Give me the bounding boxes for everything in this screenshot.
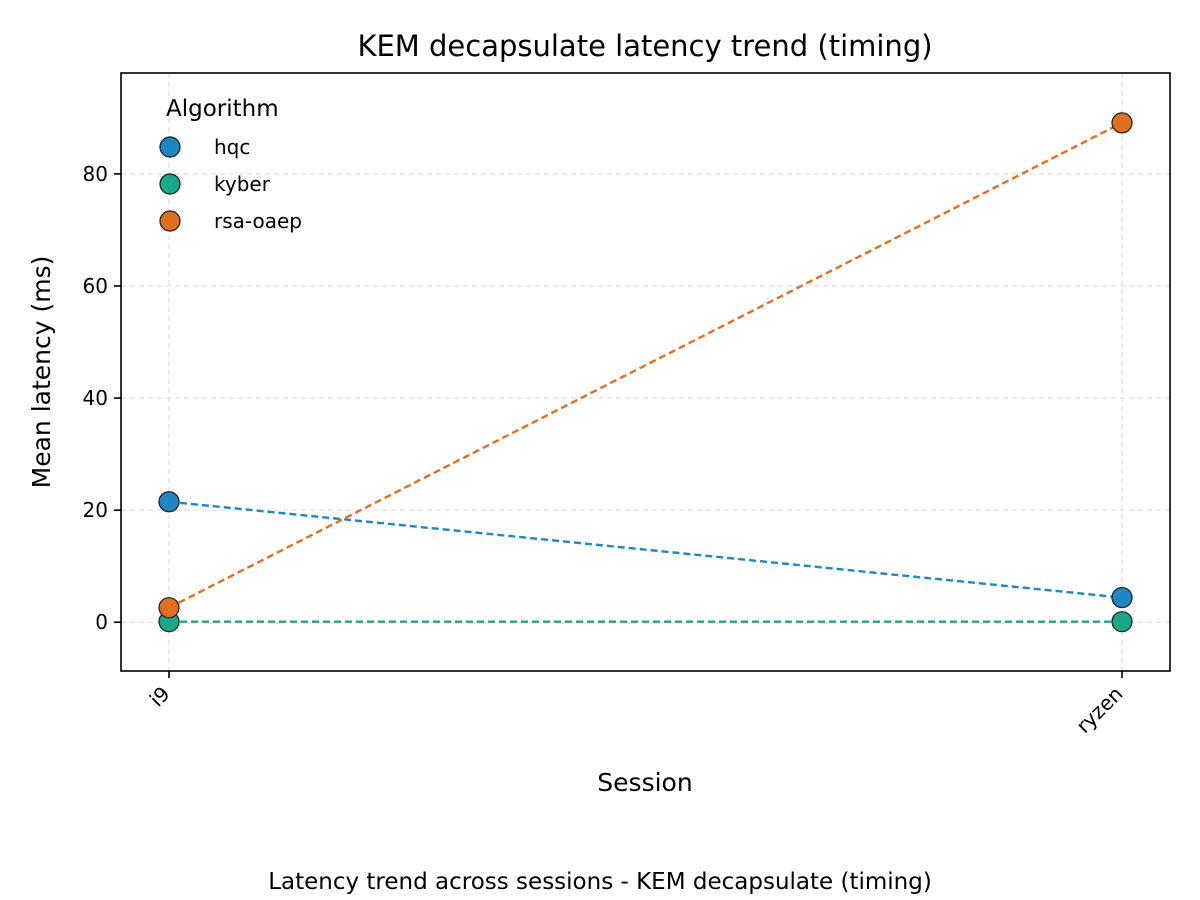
series-line-hqc — [168, 500, 1123, 599]
chart-title: KEM decapsulate latency trend (timing) — [357, 29, 932, 63]
legend-label-kyber: kyber — [214, 172, 271, 196]
chart-caption: Latency trend across sessions - KEM deca… — [268, 869, 932, 895]
legend: Algorithm hqc kyber rsa-oaep — [159, 96, 302, 233]
y-tick-label: 60 — [83, 274, 108, 298]
y-tick-label: 40 — [83, 386, 108, 410]
grid-layer — [121, 73, 1170, 671]
data-point-rsa-oaep-i9 — [158, 597, 180, 619]
x-tick-label: i9 — [145, 682, 175, 712]
series-line-rsa-oaep — [168, 121, 1123, 609]
plot-frame — [120, 72, 1171, 672]
y-tick-label: 0 — [95, 610, 108, 634]
legend-label-rsa-oaep: rsa-oaep — [214, 209, 302, 233]
x-axis-label: Session — [597, 768, 692, 797]
y-axis-label: Mean latency (ms) — [27, 256, 56, 489]
tick-layer: 0 20 40 60 80 i9 ryzen — [83, 162, 1128, 738]
data-point-hqc-ryzen — [1111, 586, 1133, 609]
series-layer — [158, 112, 1133, 633]
y-tick-label: 80 — [83, 162, 108, 186]
data-point-rsa-oaep-ryzen — [1111, 112, 1133, 134]
legend-marker-rsa-oaep — [159, 210, 181, 232]
legend-title: Algorithm — [166, 96, 279, 122]
y-tick-label: 20 — [83, 498, 108, 522]
data-point-hqc-i9 — [158, 491, 180, 513]
legend-marker-hqc — [159, 136, 181, 158]
x-tick-label: ryzen — [1071, 682, 1127, 738]
data-point-kyber-ryzen — [1111, 611, 1133, 633]
legend-label-hqc: hqc — [214, 135, 250, 159]
legend-marker-kyber — [159, 173, 181, 195]
legend-entries: hqc kyber rsa-oaep — [159, 135, 302, 233]
